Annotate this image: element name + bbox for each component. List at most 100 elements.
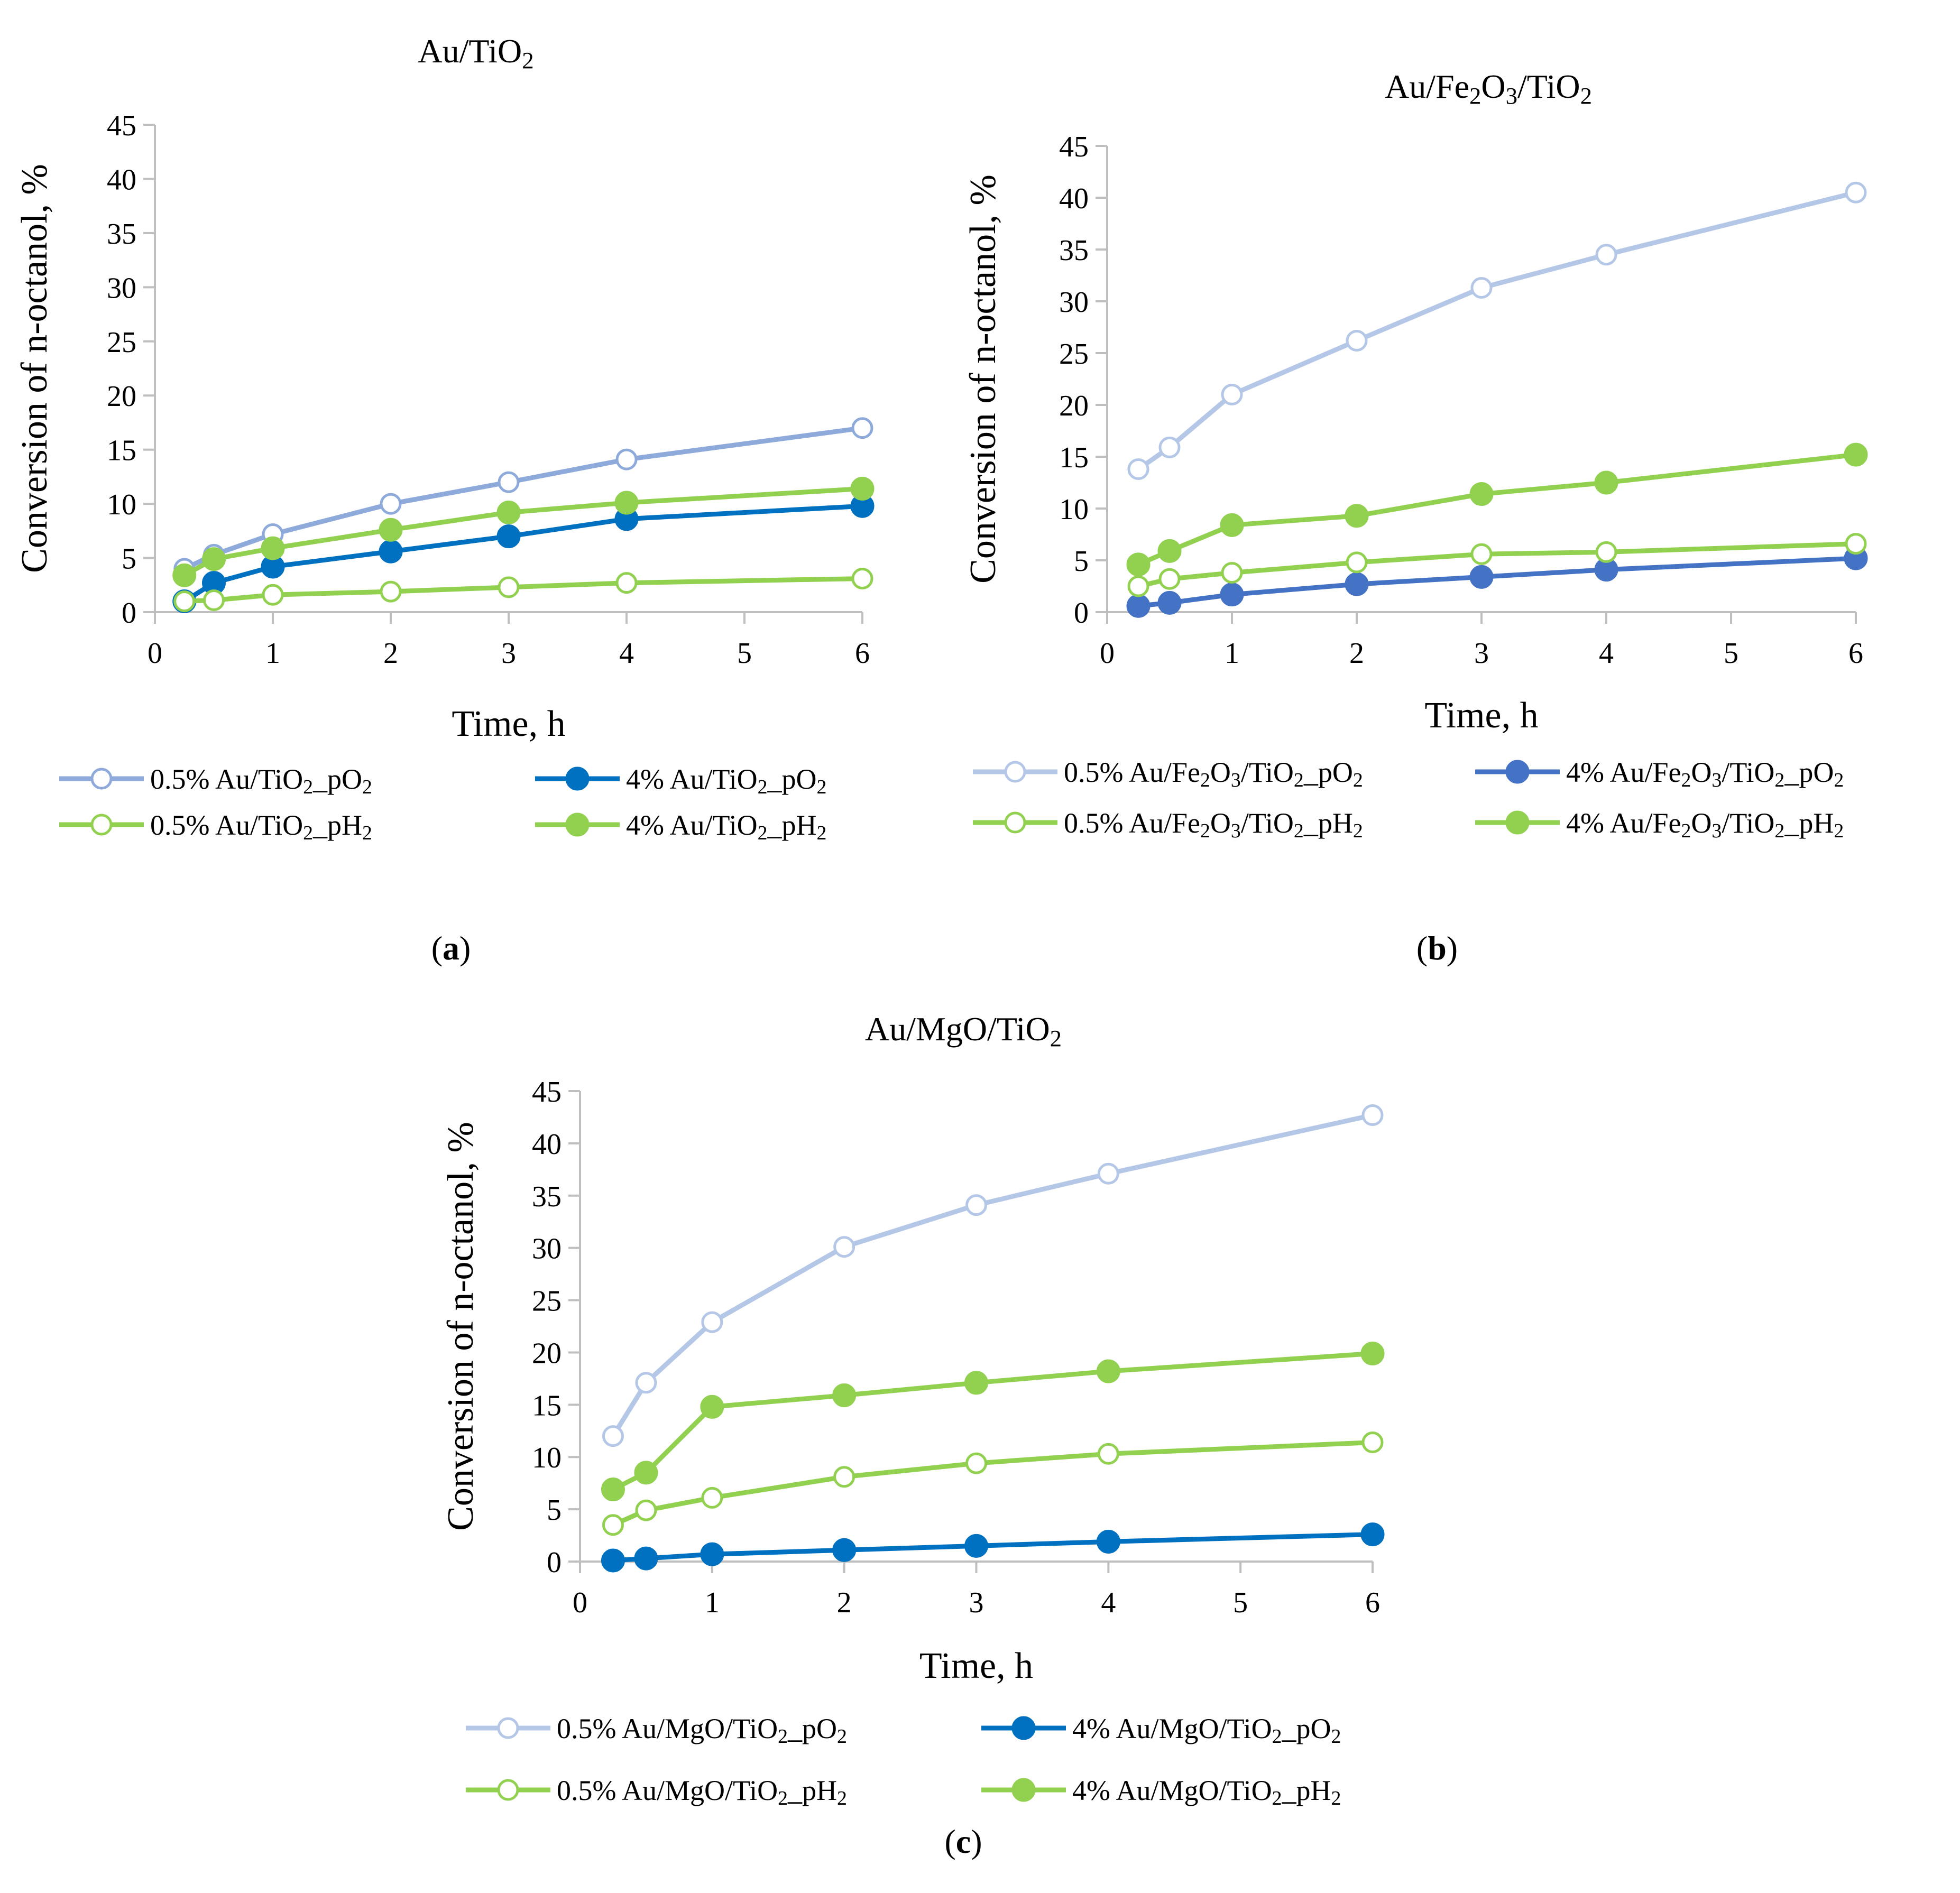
data-point [615,572,638,594]
data-point [1096,1359,1120,1383]
data-point [1469,482,1494,506]
data-point [602,1514,624,1536]
series-line [612,1440,1373,1527]
x-tick-label: 2 [383,637,398,670]
data-point [635,1372,657,1394]
y-tick-label: 15 [107,435,136,467]
data-point [615,448,638,470]
y-tick-label: 20 [107,380,136,413]
data-point [850,476,875,501]
y-tick-label: 5 [122,543,136,576]
x-tick-label: 0 [1100,637,1115,670]
data-point [261,536,285,560]
data-point [1844,442,1868,467]
data-point [1845,181,1867,204]
series-2 [601,1522,1385,1573]
data-point [379,518,403,542]
series-4 [1126,442,1868,577]
legend-marker [90,768,113,790]
legend-marker [90,814,113,836]
legend-marker [1004,761,1026,783]
x-tick-label: 5 [737,637,752,670]
legend-label: 0.5% Au/Fe2O3/TiO2_pO2 [1064,756,1363,791]
data-point [496,501,521,525]
series-4 [172,476,875,587]
y-tick-label: 10 [1059,493,1089,526]
legend: 0.5% Au/TiO2_pO2 4% Au/TiO2_pO2 0.5% Au/Ti… [59,763,826,844]
legend-marker [497,1717,519,1739]
data-point [262,584,284,606]
data-point [614,491,639,515]
data-point [1361,1104,1384,1126]
legend-label: 0.5% Au/TiO2_pH2 [150,809,372,844]
x-tick-label: 3 [1474,637,1489,670]
legend-label: 4% Au/TiO2_pH2 [626,809,826,844]
series-line [184,576,863,604]
series-line [1138,556,1856,608]
y-axis-label: Conversion of n-octanol, % [963,174,1004,584]
data-point [964,1371,988,1395]
y-tick-label: 45 [1059,131,1089,163]
legend-marker [1505,760,1530,784]
chart-title: Au/TiO2 [418,32,533,73]
legend: 0.5% Au/MgO/TiO2_pO2 4% Au/MgO/TiO2_pO2 0.… [466,1713,1341,1809]
y-tick-label: 0 [122,597,136,630]
data-point [1360,1522,1385,1547]
chart-title: Au/Fe2O3/TiO2 [1385,68,1592,109]
y-tick-label: 40 [107,163,136,196]
data-point [1221,383,1243,405]
data-point [1469,565,1494,589]
data-point [965,1452,987,1474]
series-3 [1127,533,1867,597]
series-line [612,1351,1373,1492]
data-point [851,417,873,439]
data-point [380,580,402,603]
x-tick-label: 4 [1101,1586,1116,1619]
data-point [965,1194,987,1216]
legend-label: 4% Au/MgO/TiO2_pO2 [1072,1713,1341,1748]
y-axis-label: Conversion of n-octanol, % [14,164,55,573]
data-point [634,1461,658,1485]
data-point [601,1478,625,1502]
data-point [1594,470,1618,495]
data-point [964,1534,988,1558]
data-point [833,1236,855,1258]
data-point [1096,1529,1120,1554]
data-point [1097,1162,1119,1185]
y-tick-label: 15 [532,1389,562,1422]
y-axis-label: Conversion of n-octanol, % [440,1122,481,1531]
data-point [1220,513,1244,537]
y-tick-label: 15 [1059,441,1089,474]
data-point [700,1542,724,1566]
x-tick-label: 4 [1599,637,1614,670]
y-tick-label: 45 [107,109,136,142]
legend-marker [1505,810,1530,835]
y-tick-label: 25 [1059,338,1089,371]
data-point [832,1383,857,1408]
figure-caption: (c) [944,1823,982,1860]
x-tick-label: 1 [705,1586,720,1619]
series-4 [601,1341,1385,1502]
data-point [601,1548,625,1573]
y-tick-label: 20 [1059,390,1089,422]
x-tick-label: 3 [969,1586,984,1619]
x-axis-label: Time, h [1424,695,1538,736]
series-line [1137,190,1857,472]
data-point [498,576,520,598]
y-tick-label: 25 [107,326,136,359]
legend-label: 4% Au/Fe2O3/TiO2_pH2 [1566,807,1844,842]
x-tick-label: 2 [837,1586,852,1619]
y-tick-label: 35 [107,218,136,251]
x-tick-label: 3 [501,637,516,670]
legend-marker [565,812,590,837]
legend-label: 0.5% Au/TiO2_pO2 [150,763,372,798]
legend-marker [497,1779,519,1801]
y-tick-label: 5 [547,1494,562,1527]
y-tick-label: 35 [1059,234,1089,267]
legend-label: 4% Au/TiO2_pO2 [626,763,826,798]
data-point [1157,590,1182,615]
data-point [1345,504,1369,528]
series-2 [1126,546,1868,618]
legend-marker [1011,1716,1036,1740]
